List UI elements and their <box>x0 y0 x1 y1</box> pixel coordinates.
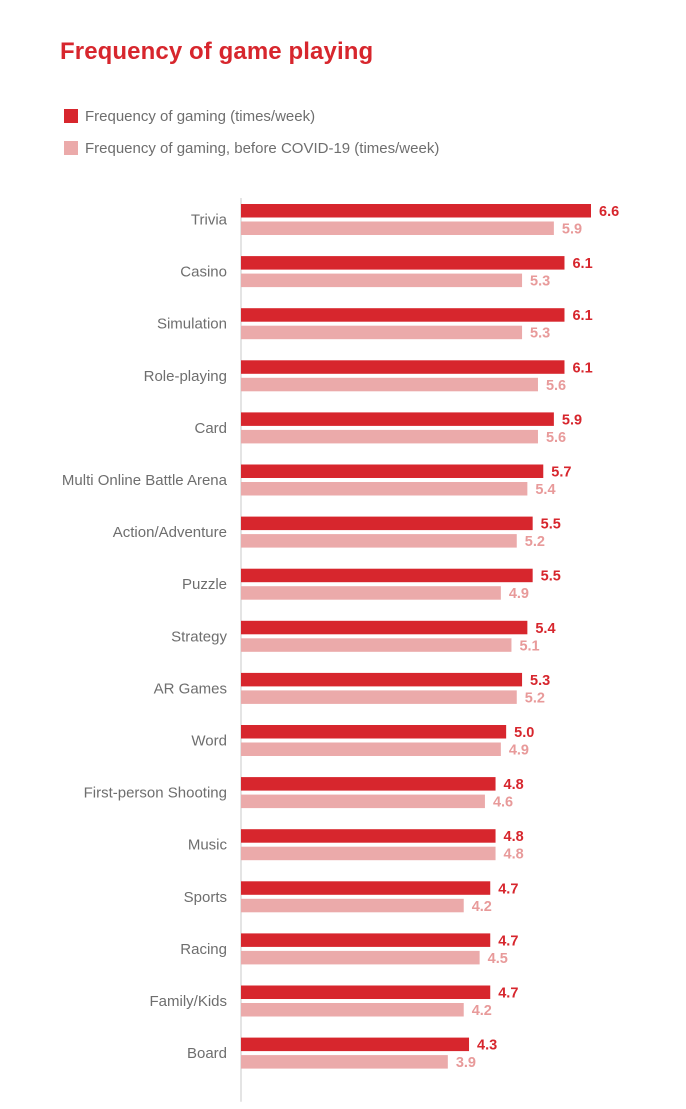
category-label: Music <box>188 837 228 854</box>
data-label-before-covid: 5.6 <box>546 378 566 394</box>
data-label-current: 6.6 <box>599 204 619 220</box>
category-label: First-person Shooting <box>84 785 227 802</box>
data-label-before-covid: 5.3 <box>530 274 550 290</box>
data-label-before-covid: 4.2 <box>472 1003 492 1019</box>
bar-before-covid <box>241 794 485 809</box>
legend-swatch-current <box>64 109 78 123</box>
data-label-before-covid: 4.9 <box>509 743 529 759</box>
data-label-current: 5.9 <box>562 412 582 428</box>
bar-before-covid <box>241 534 517 548</box>
category-label: Trivia <box>191 212 228 229</box>
bar-before-covid <box>241 1055 448 1069</box>
data-label-current: 5.4 <box>535 621 555 637</box>
bar-current <box>241 881 491 895</box>
data-label-current: 5.0 <box>514 725 534 741</box>
data-label-before-covid: 5.1 <box>519 638 539 654</box>
bar-before-covid <box>241 586 501 600</box>
data-label-before-covid: 3.9 <box>456 1055 476 1071</box>
data-label-before-covid: 5.6 <box>546 430 566 446</box>
bar-current <box>241 256 565 270</box>
category-label: AR Games <box>154 680 227 697</box>
category-label: Sports <box>184 889 227 906</box>
category-label: Racing <box>180 941 227 958</box>
data-label-before-covid: 4.9 <box>509 586 529 602</box>
data-label-current: 5.5 <box>541 569 561 585</box>
data-label-current: 5.3 <box>530 673 550 689</box>
chart-legend: Frequency of gaming (times/week) Frequen… <box>64 106 439 170</box>
bar-current <box>241 308 565 322</box>
data-label-current: 5.5 <box>541 517 561 533</box>
bar-before-covid <box>241 325 523 340</box>
data-label-current: 6.1 <box>572 360 592 376</box>
data-label-before-covid: 4.6 <box>493 795 513 811</box>
category-label: Action/Adventure <box>113 524 227 541</box>
legend-label-current: Frequency of gaming (times/week) <box>85 107 316 125</box>
bar-before-covid <box>241 638 512 652</box>
bar-current <box>241 933 491 947</box>
data-label-before-covid: 5.3 <box>530 326 550 342</box>
bar-current <box>241 464 544 478</box>
bar-current <box>241 1037 470 1052</box>
legend-item-before-covid: Frequency of gaming, before COVID-19 (ti… <box>64 138 439 158</box>
bar-current <box>241 204 591 218</box>
bar-before-covid <box>241 742 501 756</box>
bar-before-covid <box>241 221 554 235</box>
category-label: Role-playing <box>144 368 227 385</box>
category-label: Multi Online Battle Arena <box>62 472 228 489</box>
data-label-before-covid: 5.2 <box>525 690 545 706</box>
bar-before-covid <box>241 273 523 288</box>
bar-before-covid <box>241 690 517 704</box>
bar-current <box>241 620 528 635</box>
bar-before-covid <box>241 846 496 861</box>
bar-current <box>241 412 554 426</box>
data-label-current: 4.8 <box>504 829 524 845</box>
data-label-before-covid: 5.4 <box>535 482 555 498</box>
data-label-current: 4.3 <box>477 1038 497 1054</box>
data-label-before-covid: 4.8 <box>504 847 524 863</box>
bar-current <box>241 829 496 843</box>
data-label-current: 4.7 <box>498 881 518 897</box>
data-label-current: 6.1 <box>572 256 592 272</box>
bar-before-covid <box>241 950 480 965</box>
category-label: Board <box>187 1045 227 1062</box>
data-label-current: 6.1 <box>572 308 592 324</box>
data-label-current: 5.7 <box>551 465 571 481</box>
bar-current <box>241 516 533 531</box>
category-label: Family/Kids <box>149 993 227 1010</box>
bar-current <box>241 777 496 791</box>
bar-current <box>241 360 565 374</box>
bar-current <box>241 568 533 583</box>
category-label: Puzzle <box>182 576 227 593</box>
data-label-before-covid: 5.9 <box>562 222 582 238</box>
bar-current <box>241 725 507 739</box>
bar-current <box>241 672 523 687</box>
bar-before-covid <box>241 377 538 392</box>
data-label-before-covid: 4.2 <box>472 899 492 915</box>
data-label-current: 4.7 <box>498 986 518 1002</box>
bar-before-covid <box>241 898 464 913</box>
data-label-before-covid: 5.2 <box>525 534 545 550</box>
legend-swatch-before-covid <box>64 141 78 155</box>
bar-before-covid <box>241 429 538 444</box>
legend-item-current: Frequency of gaming (times/week) <box>64 106 439 126</box>
data-label-current: 4.7 <box>498 933 518 949</box>
legend-label-before-covid: Frequency of gaming, before COVID-19 (ti… <box>85 139 440 157</box>
category-label: Casino <box>180 264 227 281</box>
data-label-before-covid: 4.5 <box>488 951 508 967</box>
chart-title: Frequency of game playing <box>60 38 374 65</box>
data-label-current: 4.8 <box>504 777 524 793</box>
category-label: Card <box>194 420 227 437</box>
category-label: Word <box>191 733 227 750</box>
bar-before-covid <box>241 482 528 496</box>
bar-current <box>241 985 491 999</box>
bar-before-covid <box>241 1003 464 1017</box>
category-label: Simulation <box>157 316 227 333</box>
category-label: Strategy <box>171 628 227 645</box>
